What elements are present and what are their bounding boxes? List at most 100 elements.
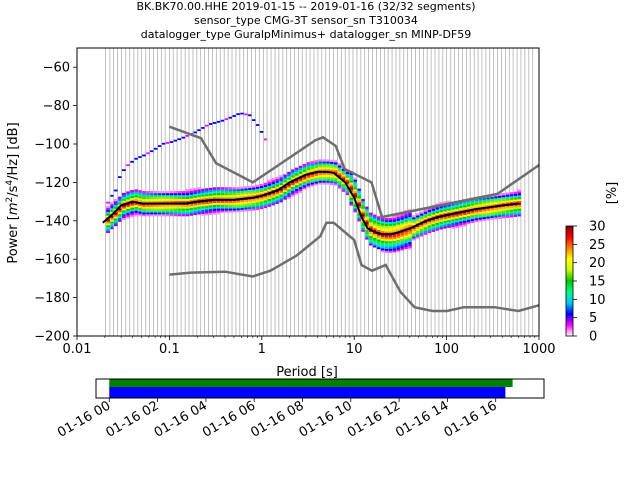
density-cell bbox=[165, 208, 170, 211]
density-cell bbox=[498, 214, 502, 217]
density-cell bbox=[193, 199, 197, 202]
density-cell bbox=[494, 217, 498, 220]
density-cell bbox=[189, 205, 193, 209]
density-cell bbox=[427, 225, 432, 228]
density-cell bbox=[357, 198, 361, 201]
density-cell bbox=[279, 180, 283, 184]
density-cell bbox=[498, 208, 502, 212]
density-cell bbox=[142, 210, 146, 213]
density-cell bbox=[388, 231, 393, 234]
density-cell bbox=[212, 196, 217, 200]
density-cell bbox=[130, 190, 134, 193]
density-cell bbox=[404, 223, 408, 226]
density-cell bbox=[118, 217, 122, 220]
density-cell bbox=[412, 236, 416, 239]
density-cell bbox=[255, 188, 260, 191]
density-cell bbox=[220, 202, 225, 205]
density-cell bbox=[376, 220, 381, 223]
density-cell bbox=[501, 216, 506, 219]
density-cell bbox=[513, 199, 518, 202]
density-cell bbox=[216, 196, 221, 200]
density-cell bbox=[373, 241, 377, 244]
density-cell bbox=[138, 209, 142, 212]
density-cell bbox=[427, 229, 432, 232]
density-cell bbox=[486, 210, 490, 213]
density-cell bbox=[353, 187, 357, 190]
outlier-cell bbox=[153, 147, 158, 150]
density-cell bbox=[455, 218, 459, 221]
density-cell bbox=[161, 208, 166, 211]
density-cell bbox=[209, 197, 213, 200]
density-cell bbox=[412, 217, 416, 220]
density-cell bbox=[134, 212, 138, 215]
density-cell bbox=[138, 199, 142, 203]
density-cell bbox=[185, 194, 190, 198]
density-cell bbox=[486, 204, 490, 208]
density-cell bbox=[201, 194, 205, 197]
density-cell bbox=[322, 180, 326, 183]
density-cell bbox=[113, 223, 118, 227]
density-cell bbox=[392, 219, 396, 222]
density-cell bbox=[189, 209, 193, 212]
density-cell bbox=[400, 221, 404, 224]
density-cell bbox=[345, 171, 350, 175]
density-cell bbox=[373, 214, 377, 217]
density-cell bbox=[177, 200, 182, 203]
density-cell bbox=[205, 192, 209, 195]
density-cell bbox=[459, 221, 463, 224]
density-cell bbox=[228, 200, 233, 203]
density-cell bbox=[142, 204, 146, 207]
density-cell bbox=[197, 187, 201, 190]
density-cell bbox=[267, 196, 272, 200]
density-cell bbox=[384, 235, 389, 238]
density-cell bbox=[435, 203, 439, 206]
density-cell bbox=[404, 244, 408, 248]
density-cell bbox=[291, 175, 295, 178]
density-cell bbox=[232, 194, 236, 198]
density-cell bbox=[361, 200, 365, 204]
time-coverage-frame bbox=[95, 378, 545, 399]
density-cell bbox=[443, 209, 447, 212]
density-cell bbox=[224, 210, 229, 213]
density-cell bbox=[431, 222, 436, 225]
density-cell bbox=[341, 174, 346, 177]
density-cell bbox=[169, 194, 174, 198]
density-cell bbox=[220, 206, 225, 209]
density-cell bbox=[447, 217, 451, 221]
colorbar-tick-label: 20 bbox=[589, 256, 606, 271]
density-cell bbox=[302, 175, 307, 178]
outlier-cell bbox=[236, 113, 240, 116]
density-cell bbox=[181, 212, 186, 215]
density-cell bbox=[380, 227, 385, 230]
density-cell bbox=[384, 225, 389, 228]
density-cell bbox=[400, 234, 404, 237]
density-cell bbox=[121, 198, 126, 201]
density-cell bbox=[365, 216, 369, 219]
density-cell bbox=[443, 226, 447, 229]
density-cell bbox=[482, 199, 486, 202]
density-cell bbox=[283, 176, 287, 179]
density-cell bbox=[392, 242, 396, 245]
density-cell bbox=[517, 208, 521, 211]
density-cell bbox=[451, 224, 455, 227]
density-cell bbox=[126, 191, 130, 194]
outlier-cell bbox=[177, 138, 182, 141]
density-cell bbox=[224, 194, 229, 198]
density-cell bbox=[306, 183, 311, 186]
density-cell bbox=[509, 205, 514, 208]
density-cell bbox=[384, 244, 389, 248]
density-cell bbox=[283, 197, 287, 200]
density-cell bbox=[388, 227, 393, 230]
density-cell bbox=[408, 212, 412, 216]
density-cell bbox=[177, 208, 182, 211]
density-cell bbox=[353, 185, 357, 188]
density-cell bbox=[310, 168, 314, 172]
density-cell bbox=[173, 200, 178, 203]
density-cell bbox=[388, 242, 393, 246]
density-cell bbox=[295, 171, 299, 174]
density-cell bbox=[193, 195, 197, 198]
density-cell bbox=[177, 191, 182, 194]
density-cell bbox=[380, 219, 385, 222]
density-cell bbox=[353, 210, 357, 213]
density-cell bbox=[416, 226, 420, 229]
